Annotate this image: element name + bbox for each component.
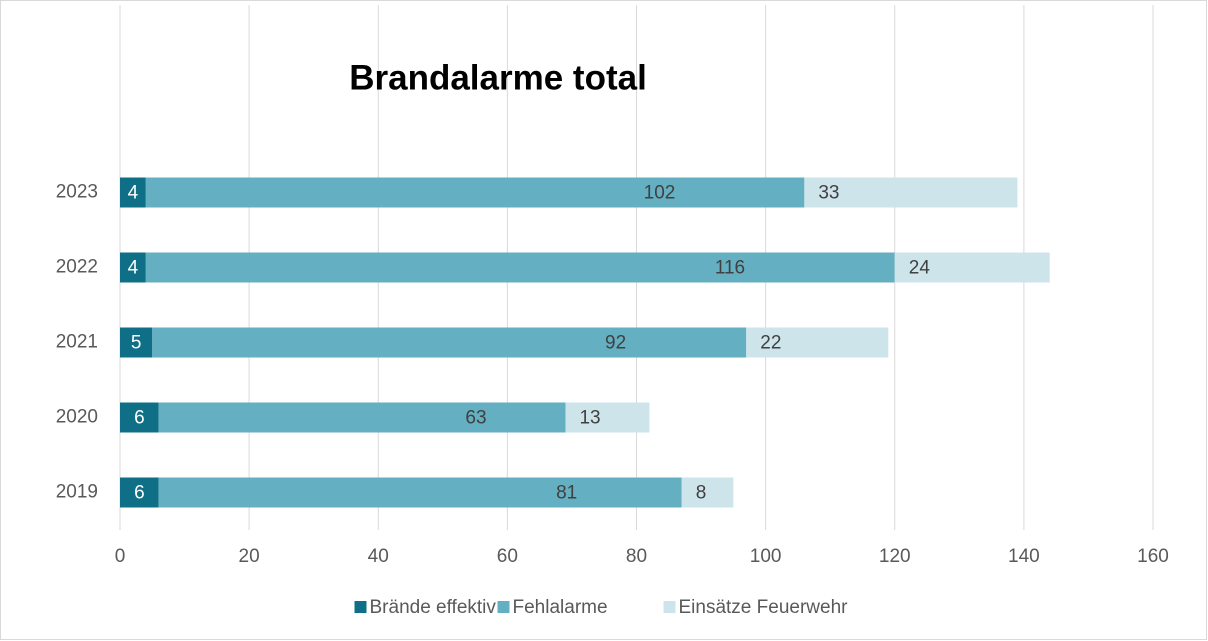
y-tick-label: 2023: [56, 182, 98, 203]
x-tick-label: 40: [368, 546, 389, 567]
chart-title: Brandalarme total: [349, 58, 647, 97]
data-label: 13: [579, 408, 600, 429]
legend-swatch: [497, 601, 510, 613]
bar-segment: [145, 252, 895, 283]
legend-label: Fehlalarme: [513, 597, 608, 618]
bar-segment: [746, 327, 889, 358]
bar-segment: [152, 327, 747, 358]
bar-segment: [120, 402, 159, 433]
data-label: 63: [465, 408, 486, 429]
y-tick-label: 2022: [56, 257, 98, 278]
x-tick-label: 120: [879, 546, 911, 567]
y-tick-label: 2021: [56, 332, 98, 353]
bar-segment: [804, 177, 1018, 208]
data-label: 33: [818, 183, 839, 204]
bar-segment: [565, 402, 650, 433]
bar-segment: [158, 402, 566, 433]
data-label: 6: [134, 408, 145, 429]
y-tick-label: 2020: [56, 407, 98, 428]
data-label: 81: [556, 483, 577, 504]
legend-swatch: [663, 601, 676, 613]
data-label: 22: [760, 333, 781, 354]
bar-segment: [681, 477, 734, 508]
x-tick-label: 80: [626, 546, 647, 567]
bar-segment: [120, 177, 146, 208]
legend-label: Einsätze Feuerwehr: [679, 597, 849, 618]
data-label: 8: [696, 483, 707, 504]
x-tick-label: 140: [1008, 546, 1040, 567]
data-label: 92: [605, 333, 626, 354]
data-label: 116: [715, 258, 745, 279]
x-tick-label: 160: [1137, 546, 1169, 567]
y-tick-label: 2019: [56, 482, 98, 503]
bar-segment: [145, 177, 805, 208]
data-label: 6: [134, 483, 145, 504]
legend-swatch: [354, 601, 367, 613]
x-tick-label: 60: [497, 546, 518, 567]
legend-label: Brände effektiv: [370, 597, 497, 618]
bar-segment: [120, 252, 146, 283]
bar-segment: [158, 477, 682, 508]
data-label: 4: [128, 183, 139, 204]
data-label: 24: [909, 258, 931, 279]
x-tick-label: 100: [750, 546, 782, 567]
x-tick-label: 0: [115, 546, 126, 567]
bar-segment: [120, 477, 159, 508]
data-label: 5: [131, 333, 142, 354]
data-label: 102: [644, 183, 676, 204]
bar-segment: [894, 252, 1050, 283]
bar-segment: [120, 327, 153, 358]
data-label: 4: [128, 258, 139, 279]
x-tick-label: 20: [239, 546, 260, 567]
